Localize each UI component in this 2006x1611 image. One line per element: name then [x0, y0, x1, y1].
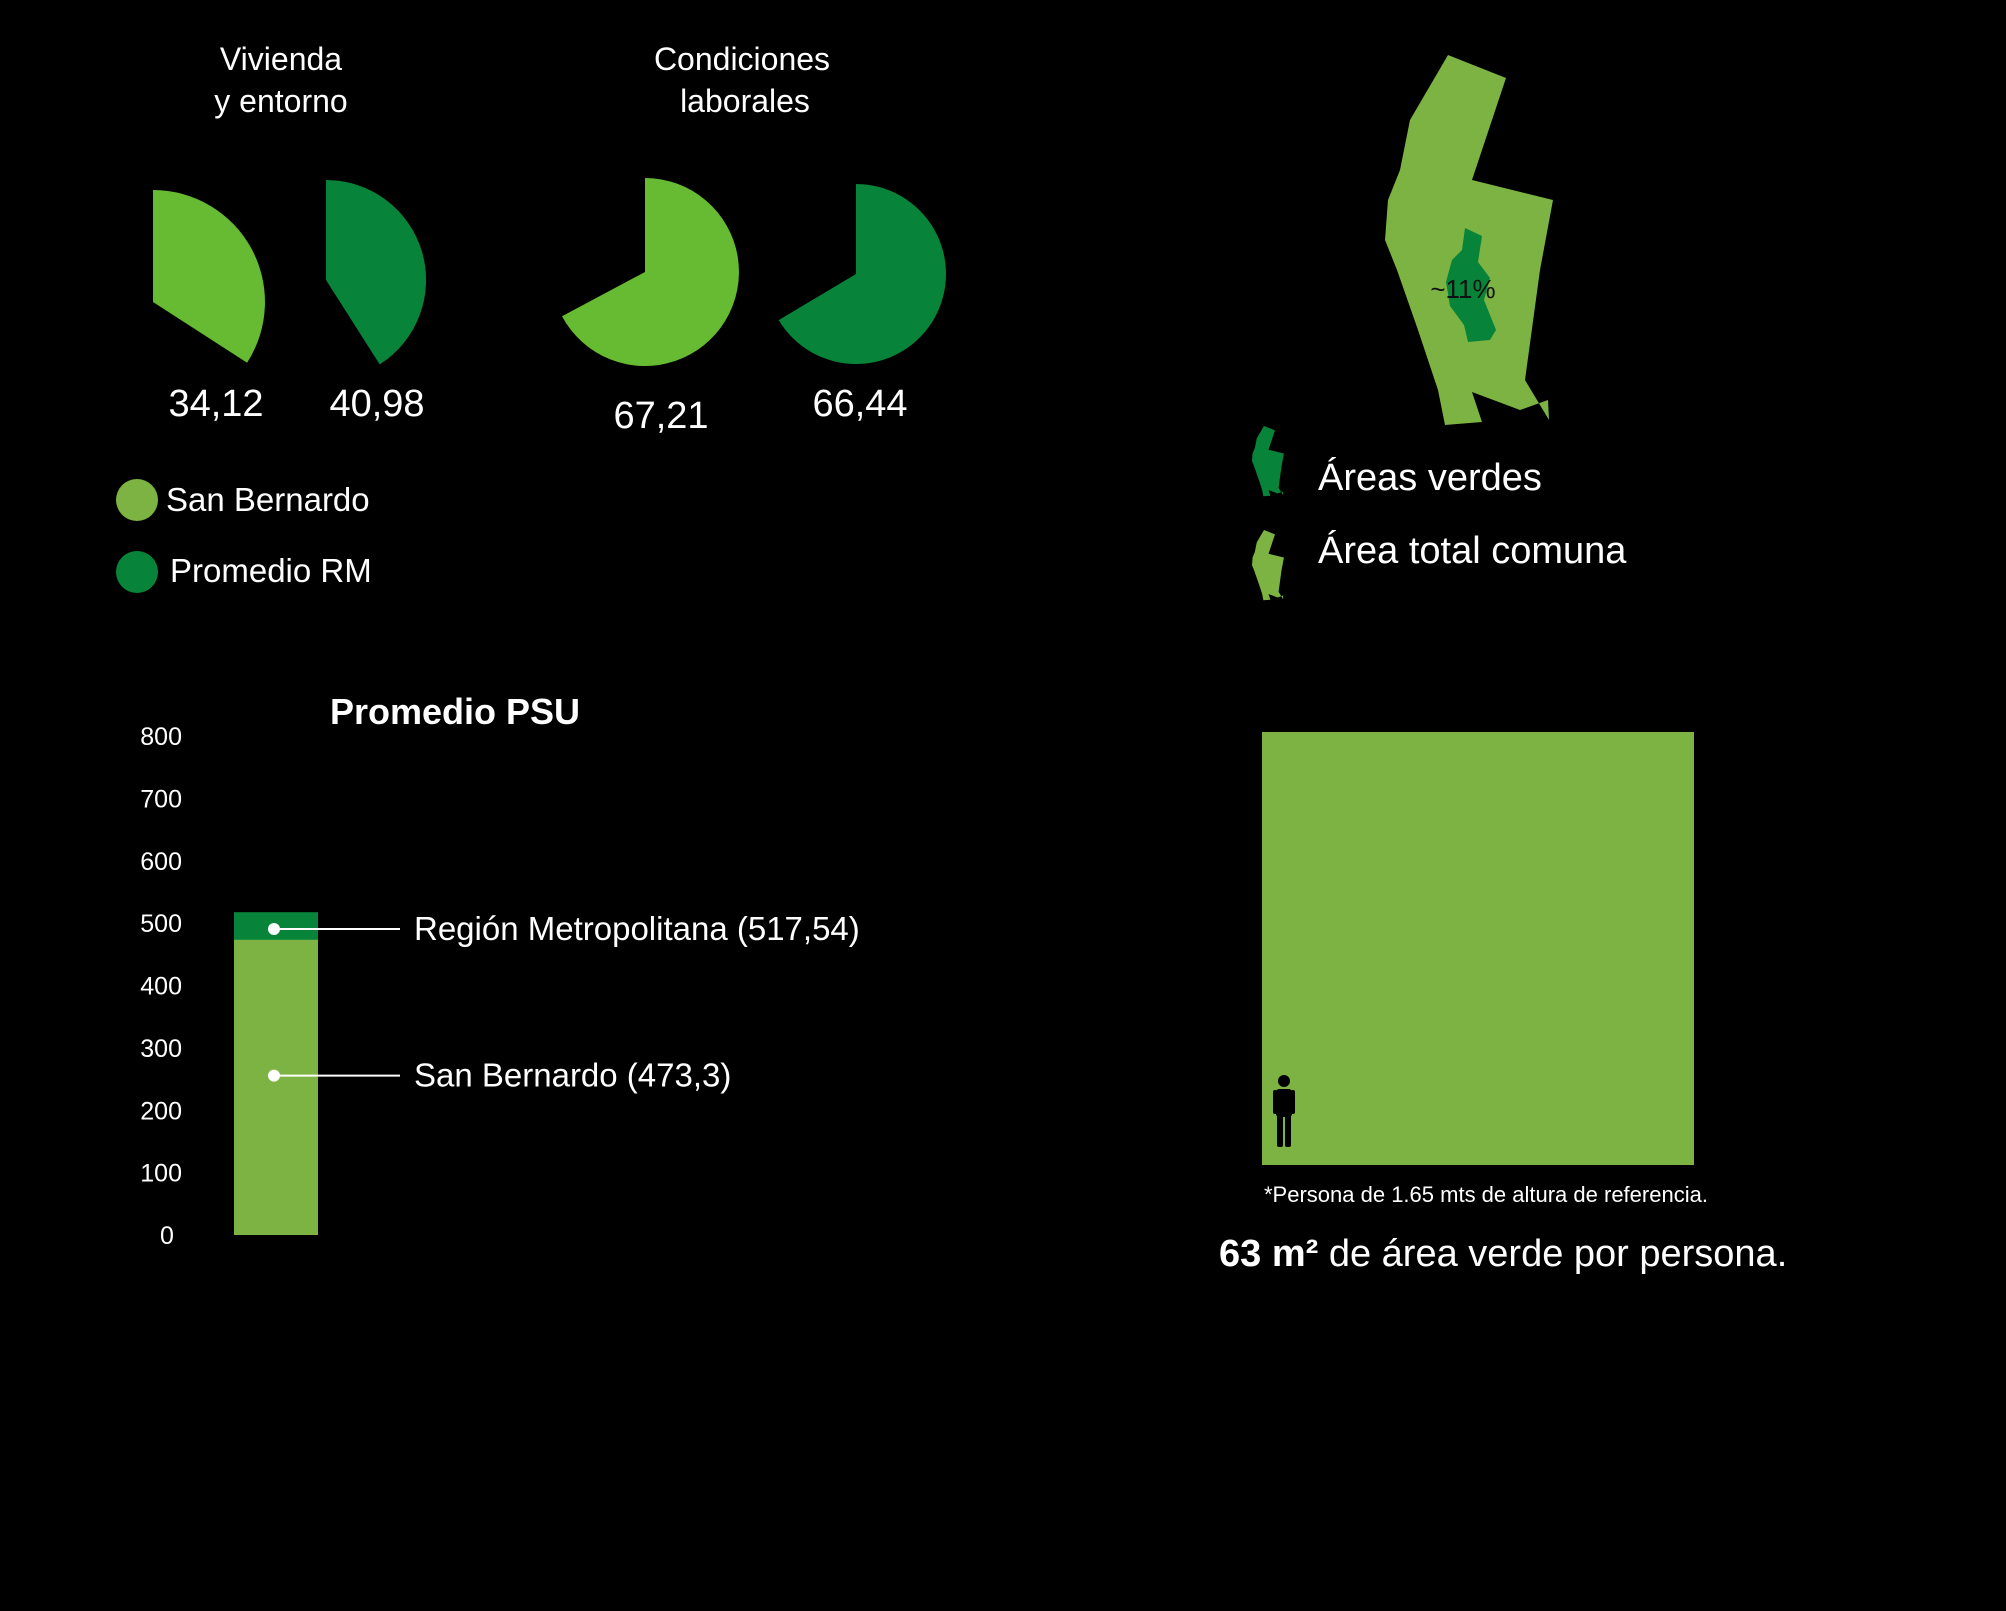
- green-areas-percent: ~11%: [1430, 274, 1495, 304]
- y-tick-label: 0: [160, 1222, 174, 1250]
- green-areas-shape: [1446, 228, 1496, 342]
- y-tick-label: 800: [140, 723, 182, 751]
- comuna-map: ~11%: [1385, 55, 1553, 425]
- y-tick-label: 100: [140, 1160, 182, 1188]
- legend-swatch-san-bernardo: [116, 479, 158, 521]
- bar-callouts: San Bernardo (473,3) Región Metropolitana…: [268, 910, 860, 1094]
- pie-group-condiciones: Condiciones laborales 67,21 66,44: [562, 41, 946, 437]
- y-tick-label: 500: [140, 910, 182, 938]
- green-area-square: [1262, 732, 1694, 1165]
- pie-group-title-line: y entorno: [214, 83, 347, 119]
- psu-chart: Promedio PSU 0 100 200 300 400 500 600 700 800 S…: [140, 691, 860, 1250]
- pie-group-title-line: laborales: [680, 83, 810, 119]
- map-legend-label: Área total comuna: [1318, 529, 1627, 572]
- chart-title: Promedio PSU: [330, 691, 580, 732]
- legend-label: Promedio RM: [170, 552, 372, 589]
- bar-san-bernardo: [234, 939, 318, 1235]
- pie-group-vivienda: Vivienda y entorno 34,12 40,98: [153, 41, 427, 425]
- y-tick-label: 700: [140, 785, 182, 813]
- pie-value-label: 67,21: [613, 395, 708, 437]
- reference-note: *Persona de 1.65 mts de altura de refere…: [1264, 1182, 1708, 1207]
- callout-label: Región Metropolitana (517,54): [414, 910, 860, 947]
- y-axis: 0 100 200 300 400 500 600 700 800: [140, 723, 182, 1250]
- pie-group-title-line: Vivienda: [220, 41, 342, 77]
- pie-group-title-line: Condiciones: [654, 41, 830, 77]
- y-tick-label: 600: [140, 848, 182, 876]
- map-legend-label: Áreas verdes: [1318, 456, 1542, 499]
- pie-slice: [326, 179, 427, 365]
- y-tick-label: 400: [140, 973, 182, 1001]
- map-icon: [1252, 530, 1284, 601]
- pie-slice: [153, 190, 265, 363]
- pie-legend: San Bernardo Promedio RM: [116, 479, 372, 593]
- pie-slice: [778, 184, 946, 365]
- legend-swatch-promedio-rm: [116, 551, 158, 593]
- callout-label: San Bernardo (473,3): [414, 1057, 731, 1094]
- legend-label: San Bernardo: [166, 481, 370, 518]
- person-icon: [1273, 1075, 1295, 1147]
- pie-value-label: 40,98: [329, 383, 424, 425]
- green-area-stat-text: de área verde por persona.: [1318, 1233, 1787, 1275]
- bar-stack: [234, 912, 318, 1235]
- green-area-stat-value: 63 m²: [1219, 1233, 1318, 1275]
- map-icon: [1252, 426, 1284, 497]
- green-area-block: *Persona de 1.65 mts de altura de refere…: [1219, 732, 1787, 1275]
- pie-value-label: 34,12: [168, 383, 263, 425]
- pie-slice: [562, 178, 739, 366]
- y-tick-label: 300: [140, 1035, 182, 1063]
- map-legend: Áreas verdes Área total comuna: [1252, 426, 1627, 601]
- y-tick-label: 200: [140, 1097, 182, 1125]
- pie-value-label: 66,44: [812, 383, 907, 425]
- green-area-stat: 63 m² de área verde por persona.: [1219, 1233, 1787, 1275]
